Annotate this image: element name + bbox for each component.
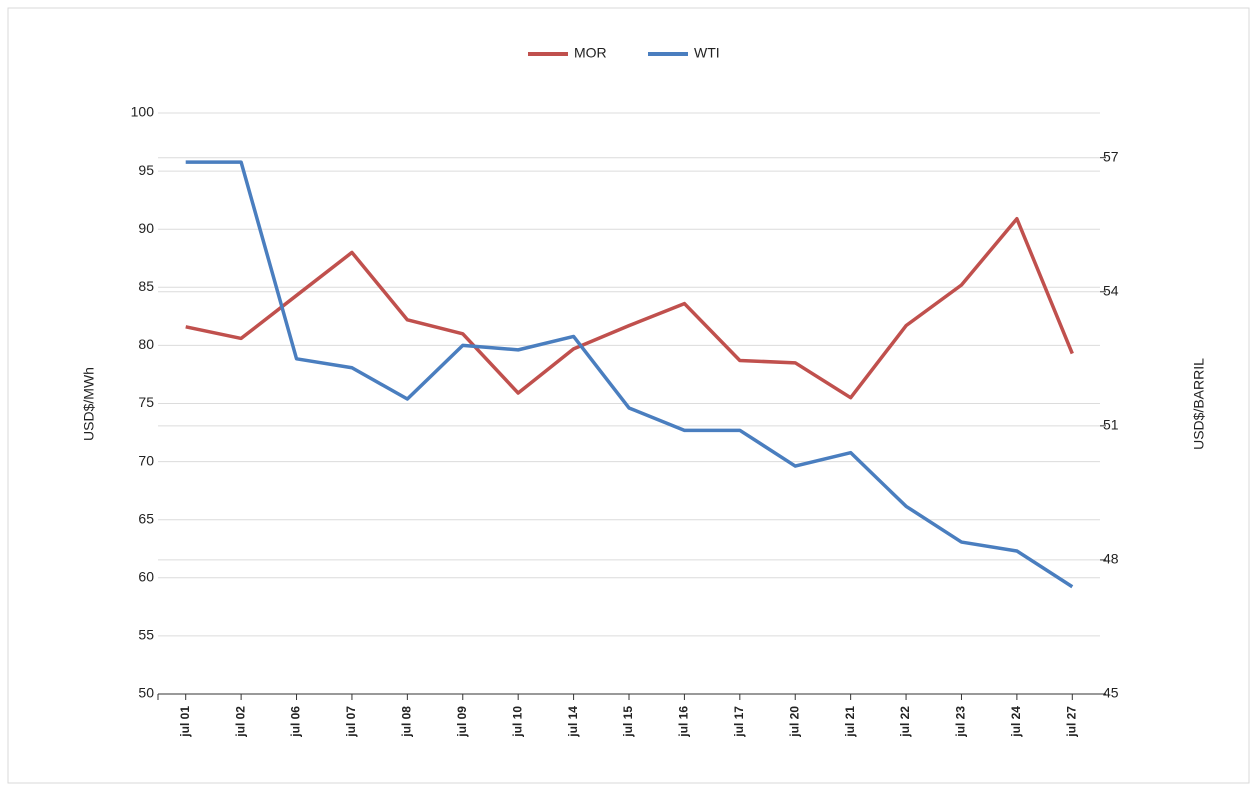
- x-tick-label: jul 09: [455, 706, 469, 738]
- y-tick-label: 75: [138, 394, 154, 410]
- x-tick-label: jul 01: [178, 706, 192, 738]
- x-tick-label: jul 24: [1009, 706, 1023, 738]
- x-tick-label: jul 21: [843, 706, 857, 738]
- x-tick-label: jul 02: [233, 706, 247, 738]
- series-line: [185, 216, 1074, 400]
- x-tick-label: jul 17: [732, 706, 746, 738]
- y-tick-label: 95: [138, 162, 154, 178]
- chart-border: [7, 7, 1250, 784]
- x-tick-label: jul 06: [289, 706, 303, 738]
- y2-tick-label: 51: [1103, 417, 1119, 433]
- y2-tick-label: 45: [1103, 685, 1119, 701]
- y-tick-label: 70: [138, 452, 154, 468]
- x-tick-label: jul 16: [677, 706, 691, 738]
- x-tick-label: jul 23: [954, 706, 968, 738]
- y2-tick-label: 57: [1103, 148, 1119, 164]
- y-tick-label: 55: [138, 627, 154, 643]
- x-tick-label: jul 27: [1064, 706, 1078, 738]
- x-tick-label: jul 14: [566, 706, 580, 738]
- x-tick-label: jul 15: [621, 706, 635, 738]
- x-tick-label: jul 08: [400, 706, 414, 738]
- y2-tick-label: 48: [1103, 551, 1119, 567]
- x-tick-label: jul 20: [787, 706, 801, 738]
- x-tick-label: jul 07: [344, 706, 358, 738]
- y-tick-label: 60: [138, 569, 154, 585]
- y-tick-label: 85: [138, 278, 154, 294]
- legend-label: MOR: [574, 45, 607, 61]
- y2-axis-title: USD$/BARRIL: [1191, 358, 1207, 450]
- y2-tick-label: 54: [1103, 282, 1119, 298]
- y-tick-label: 100: [131, 104, 155, 120]
- y-axis-title: USD$/MWh: [81, 367, 97, 441]
- x-tick-label: jul 10: [510, 706, 524, 738]
- y-tick-label: 65: [138, 510, 154, 526]
- legend-label: WTI: [694, 45, 720, 61]
- series-line: [185, 160, 1074, 589]
- y-tick-label: 90: [138, 220, 154, 236]
- y-tick-label: 50: [138, 685, 154, 701]
- x-tick-label: jul 22: [898, 706, 912, 738]
- y-tick-label: 80: [138, 336, 154, 352]
